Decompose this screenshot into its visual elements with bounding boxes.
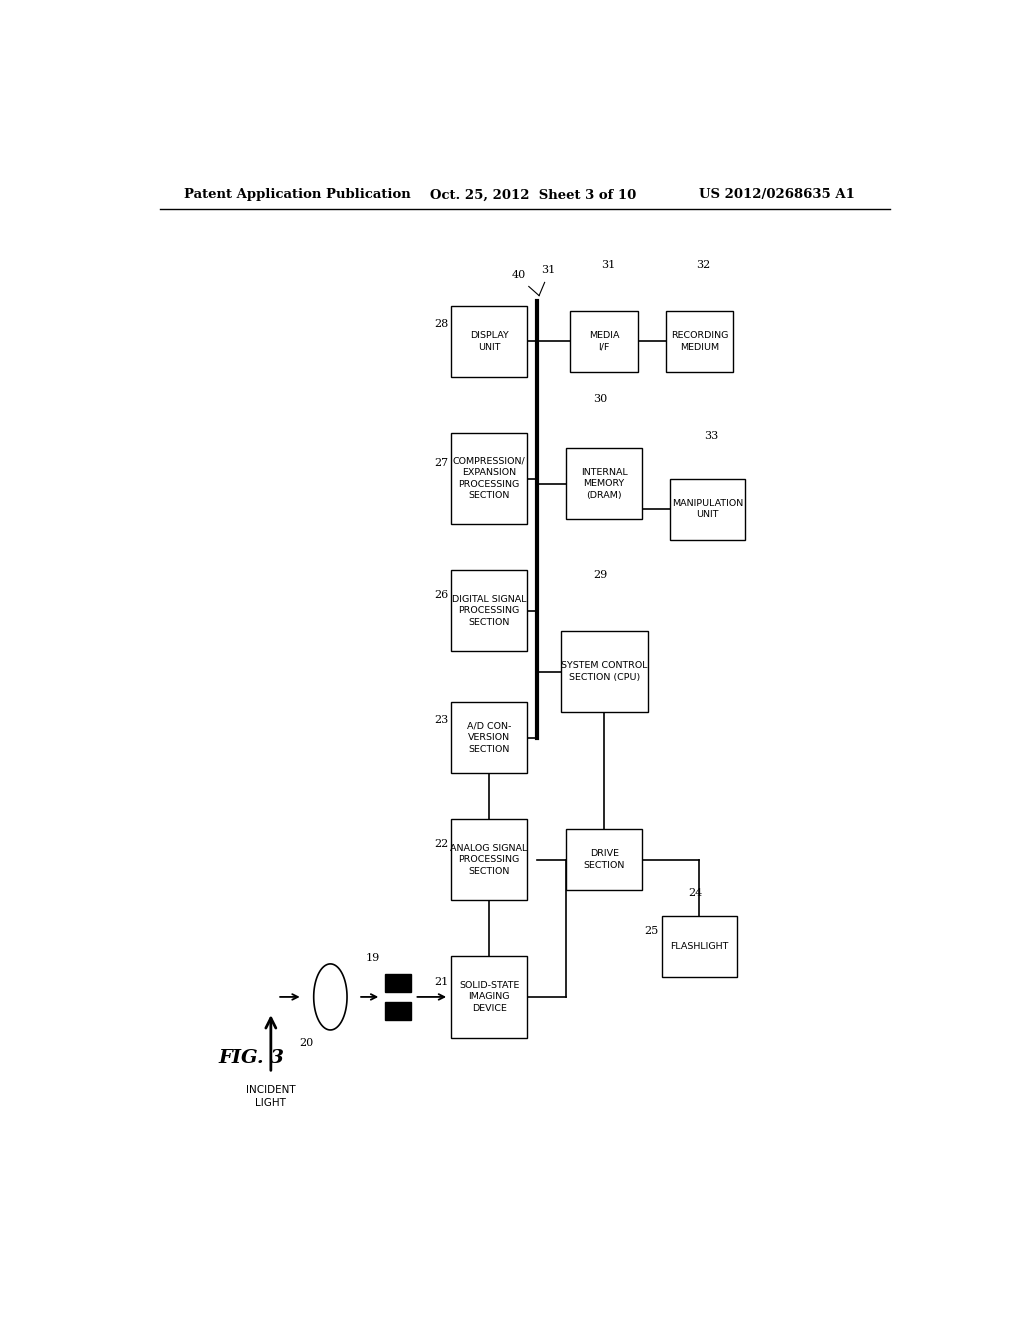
FancyBboxPatch shape [452, 570, 526, 651]
Text: 20: 20 [299, 1038, 313, 1048]
FancyBboxPatch shape [560, 631, 648, 713]
Text: MEDIA
I/F: MEDIA I/F [589, 331, 620, 351]
FancyBboxPatch shape [566, 829, 642, 890]
Text: DRIVE
SECTION: DRIVE SECTION [584, 850, 625, 870]
Text: SOLID-STATE
IMAGING
DEVICE: SOLID-STATE IMAGING DEVICE [459, 981, 519, 1012]
FancyBboxPatch shape [452, 956, 526, 1038]
FancyBboxPatch shape [670, 479, 745, 540]
Text: A/D CON-
VERSION
SECTION: A/D CON- VERSION SECTION [467, 722, 511, 754]
Text: 28: 28 [434, 319, 449, 329]
Text: 33: 33 [705, 430, 719, 441]
Text: DISPLAY
UNIT: DISPLAY UNIT [470, 331, 509, 351]
Text: Patent Application Publication: Patent Application Publication [183, 189, 411, 202]
Text: 27: 27 [434, 458, 449, 469]
Text: FLASHLIGHT: FLASHLIGHT [670, 941, 729, 950]
FancyBboxPatch shape [385, 1002, 411, 1020]
Text: 23: 23 [434, 715, 449, 726]
FancyBboxPatch shape [452, 433, 526, 524]
Text: INTERNAL
MEMORY
(DRAM): INTERNAL MEMORY (DRAM) [581, 467, 628, 499]
Text: COMPRESSION/
EXPANSION
PROCESSING
SECTION: COMPRESSION/ EXPANSION PROCESSING SECTIO… [453, 457, 525, 500]
Text: 31: 31 [541, 265, 555, 275]
FancyBboxPatch shape [385, 974, 411, 991]
Text: 40: 40 [512, 271, 526, 280]
Text: 31: 31 [601, 260, 615, 271]
Text: 22: 22 [434, 840, 449, 850]
FancyBboxPatch shape [452, 702, 526, 774]
FancyBboxPatch shape [566, 447, 642, 519]
Text: MANIPULATION
UNIT: MANIPULATION UNIT [672, 499, 743, 519]
Text: 24: 24 [688, 888, 702, 898]
Text: 25: 25 [645, 925, 658, 936]
Text: US 2012/0268635 A1: US 2012/0268635 A1 [699, 189, 855, 202]
Text: Oct. 25, 2012  Sheet 3 of 10: Oct. 25, 2012 Sheet 3 of 10 [430, 189, 636, 202]
Text: 29: 29 [593, 570, 607, 579]
FancyBboxPatch shape [570, 312, 638, 372]
Text: 26: 26 [434, 590, 449, 601]
FancyBboxPatch shape [666, 312, 733, 372]
Text: RECORDING
MEDIUM: RECORDING MEDIUM [671, 331, 728, 351]
FancyBboxPatch shape [452, 306, 526, 378]
FancyBboxPatch shape [452, 818, 526, 900]
Text: 32: 32 [696, 260, 711, 271]
Text: 21: 21 [434, 977, 449, 986]
Text: DIGITAL SIGNAL
PROCESSING
SECTION: DIGITAL SIGNAL PROCESSING SECTION [452, 595, 526, 627]
Text: FIG. 3: FIG. 3 [218, 1049, 284, 1067]
Text: 19: 19 [367, 953, 380, 964]
Text: 30: 30 [593, 395, 607, 404]
FancyBboxPatch shape [662, 916, 737, 977]
Text: ANALOG SIGNAL
PROCESSING
SECTION: ANALOG SIGNAL PROCESSING SECTION [451, 843, 527, 875]
Text: SYSTEM CONTROL
SECTION (CPU): SYSTEM CONTROL SECTION (CPU) [561, 661, 647, 682]
Text: INCIDENT
LIGHT: INCIDENT LIGHT [246, 1085, 296, 1107]
